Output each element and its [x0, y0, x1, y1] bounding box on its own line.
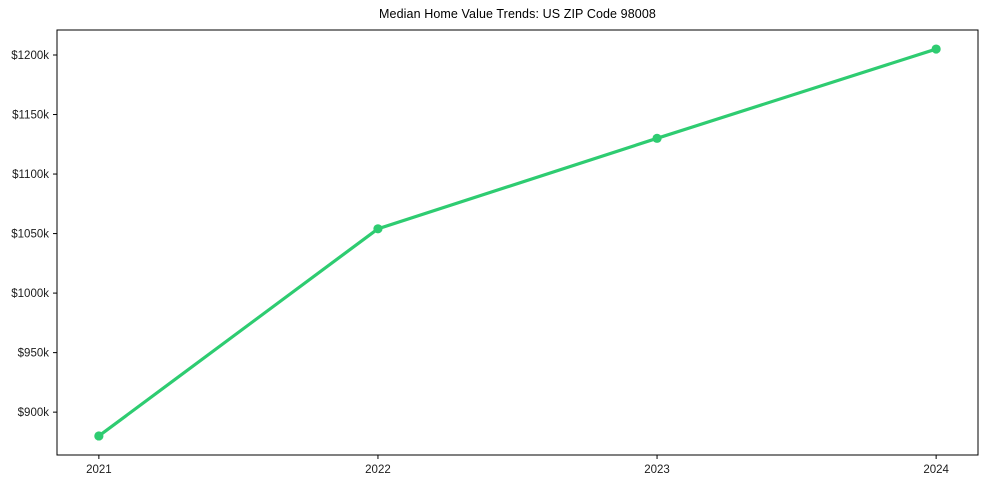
data-point-2024 [931, 44, 941, 54]
y-tick-label: $1000k [11, 288, 49, 300]
x-tick-label: 2021 [86, 464, 112, 476]
y-tick-label: $1200k [11, 50, 49, 62]
y-tick-label: $950k [18, 348, 50, 360]
data-point-2021 [94, 431, 104, 441]
y-tick-label: $1050k [11, 229, 49, 241]
data-point-2022 [373, 224, 383, 234]
y-tick-label: $1100k [12, 169, 49, 181]
x-tick-label: 2022 [365, 464, 391, 476]
y-tick-label: $900k [18, 407, 50, 419]
trend-line [97, 47, 938, 438]
x-tick-label: 2024 [923, 464, 949, 476]
x-tick-label: 2023 [644, 464, 670, 476]
y-tick-label: $1150k [12, 110, 49, 122]
chart-title: Median Home Value Trends: US ZIP Code 98… [379, 7, 656, 21]
axes-frame [56, 29, 979, 456]
data-point-2023 [652, 133, 662, 143]
